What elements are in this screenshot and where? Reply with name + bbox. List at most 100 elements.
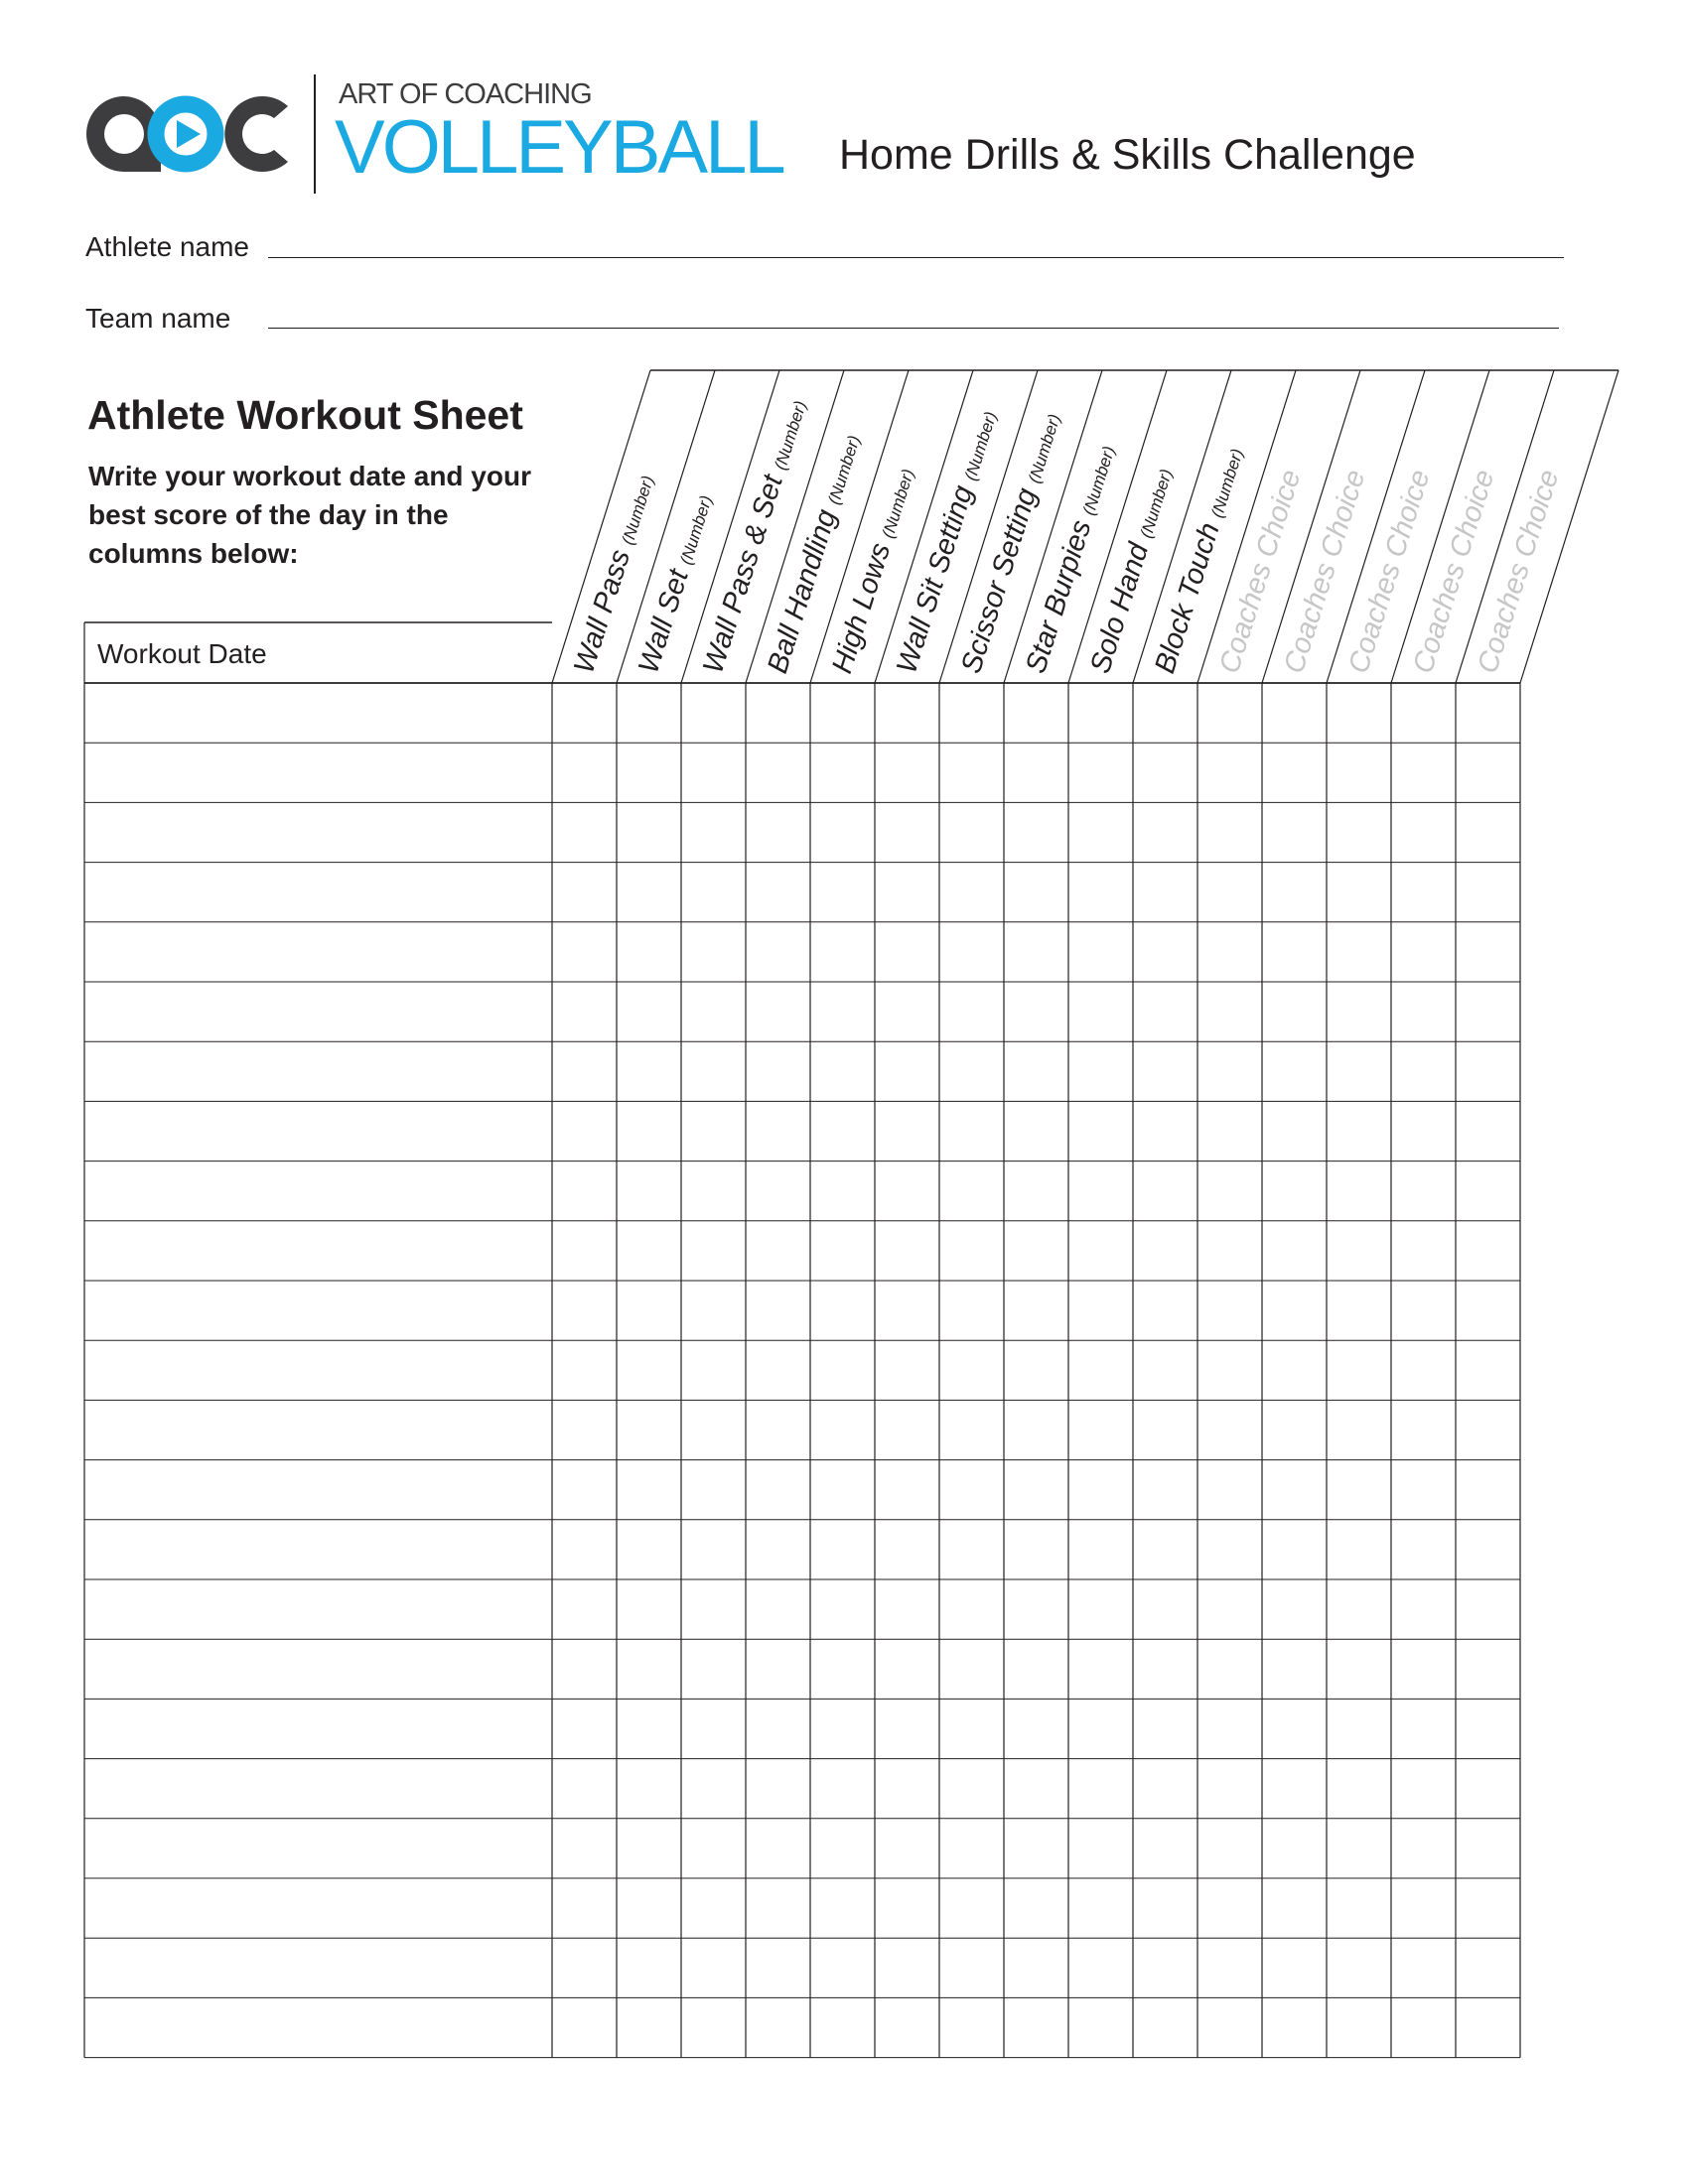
score-cell[interactable]	[1262, 982, 1327, 1041]
score-cell[interactable]	[1133, 1101, 1197, 1160]
score-cell[interactable]	[810, 1161, 875, 1221]
athlete-name-field[interactable]	[268, 257, 1564, 258]
score-cell[interactable]	[1327, 1340, 1391, 1400]
date-cell[interactable]	[84, 1101, 552, 1160]
score-cell[interactable]	[1456, 1520, 1520, 1579]
score-cell[interactable]	[617, 863, 681, 922]
score-cell[interactable]	[681, 743, 746, 802]
score-cell[interactable]	[552, 683, 617, 743]
date-cell[interactable]	[84, 1759, 552, 1819]
score-cell[interactable]	[681, 1819, 746, 1878]
score-cell[interactable]	[939, 1997, 1004, 2057]
score-cell[interactable]	[1004, 743, 1068, 802]
score-cell[interactable]	[681, 1639, 746, 1699]
score-cell[interactable]	[746, 1579, 810, 1639]
score-cell[interactable]	[1133, 863, 1197, 922]
score-cell[interactable]	[1197, 1878, 1262, 1938]
score-cell[interactable]	[1068, 1101, 1133, 1160]
score-cell[interactable]	[810, 1819, 875, 1878]
score-cell[interactable]	[1004, 683, 1068, 743]
score-cell[interactable]	[746, 802, 810, 862]
score-cell[interactable]	[1004, 802, 1068, 862]
date-cell[interactable]	[84, 683, 552, 743]
score-cell[interactable]	[1327, 802, 1391, 862]
score-cell[interactable]	[875, 1281, 939, 1340]
score-cell[interactable]	[681, 1281, 746, 1340]
score-cell[interactable]	[617, 1221, 681, 1281]
score-cell[interactable]	[1197, 1340, 1262, 1400]
score-cell[interactable]	[746, 1281, 810, 1340]
score-cell[interactable]	[1068, 1281, 1133, 1340]
score-cell[interactable]	[939, 863, 1004, 922]
score-cell[interactable]	[1197, 1997, 1262, 2057]
score-cell[interactable]	[1391, 1221, 1456, 1281]
score-cell[interactable]	[1327, 1819, 1391, 1878]
score-cell[interactable]	[681, 1878, 746, 1938]
score-cell[interactable]	[810, 1281, 875, 1340]
score-cell[interactable]	[1262, 1938, 1327, 1997]
score-cell[interactable]	[1133, 1699, 1197, 1758]
score-cell[interactable]	[939, 1759, 1004, 1819]
score-cell[interactable]	[1327, 1101, 1391, 1160]
score-cell[interactable]	[1133, 1340, 1197, 1400]
score-cell[interactable]	[1197, 1938, 1262, 1997]
score-cell[interactable]	[810, 1639, 875, 1699]
score-cell[interactable]	[1197, 1579, 1262, 1639]
date-cell[interactable]	[84, 1520, 552, 1579]
score-cell[interactable]	[1391, 683, 1456, 743]
score-cell[interactable]	[810, 1041, 875, 1101]
score-cell[interactable]	[1327, 1579, 1391, 1639]
score-cell[interactable]	[1004, 1759, 1068, 1819]
score-cell[interactable]	[1456, 1938, 1520, 1997]
score-cell[interactable]	[552, 1938, 617, 1997]
score-cell[interactable]	[1391, 1699, 1456, 1758]
score-cell[interactable]	[1327, 1878, 1391, 1938]
score-cell[interactable]	[1456, 863, 1520, 922]
score-cell[interactable]	[681, 1460, 746, 1520]
score-cell[interactable]	[1456, 1400, 1520, 1459]
score-cell[interactable]	[939, 1819, 1004, 1878]
score-cell[interactable]	[1068, 1938, 1133, 1997]
score-cell[interactable]	[746, 1520, 810, 1579]
score-cell[interactable]	[1133, 1878, 1197, 1938]
score-cell[interactable]	[1456, 1161, 1520, 1221]
score-cell[interactable]	[1391, 863, 1456, 922]
score-cell[interactable]	[617, 1460, 681, 1520]
score-cell[interactable]	[1327, 683, 1391, 743]
score-cell[interactable]	[1456, 1699, 1520, 1758]
score-cell[interactable]	[1004, 922, 1068, 982]
score-cell[interactable]	[810, 743, 875, 802]
score-cell[interactable]	[810, 1878, 875, 1938]
score-cell[interactable]	[617, 743, 681, 802]
score-cell[interactable]	[1262, 1997, 1327, 2057]
date-cell[interactable]	[84, 1699, 552, 1758]
score-cell[interactable]	[1133, 743, 1197, 802]
score-cell[interactable]	[875, 1997, 939, 2057]
score-cell[interactable]	[1262, 922, 1327, 982]
score-cell[interactable]	[875, 802, 939, 862]
score-cell[interactable]	[1004, 1997, 1068, 2057]
score-cell[interactable]	[1004, 982, 1068, 1041]
score-cell[interactable]	[1197, 1460, 1262, 1520]
date-cell[interactable]	[84, 1041, 552, 1101]
score-cell[interactable]	[1262, 1878, 1327, 1938]
score-cell[interactable]	[617, 683, 681, 743]
score-cell[interactable]	[1391, 1340, 1456, 1400]
score-cell[interactable]	[1262, 1041, 1327, 1101]
score-cell[interactable]	[1197, 1639, 1262, 1699]
score-cell[interactable]	[617, 1041, 681, 1101]
score-cell[interactable]	[1391, 1938, 1456, 1997]
score-cell[interactable]	[746, 1819, 810, 1878]
score-cell[interactable]	[1262, 802, 1327, 862]
score-cell[interactable]	[1068, 982, 1133, 1041]
score-cell[interactable]	[1327, 922, 1391, 982]
score-cell[interactable]	[681, 1101, 746, 1160]
score-cell[interactable]	[875, 922, 939, 982]
score-cell[interactable]	[1456, 743, 1520, 802]
score-cell[interactable]	[810, 1997, 875, 2057]
score-cell[interactable]	[810, 1460, 875, 1520]
score-cell[interactable]	[1391, 743, 1456, 802]
score-cell[interactable]	[681, 1161, 746, 1221]
score-cell[interactable]	[1391, 1819, 1456, 1878]
score-cell[interactable]	[1068, 863, 1133, 922]
